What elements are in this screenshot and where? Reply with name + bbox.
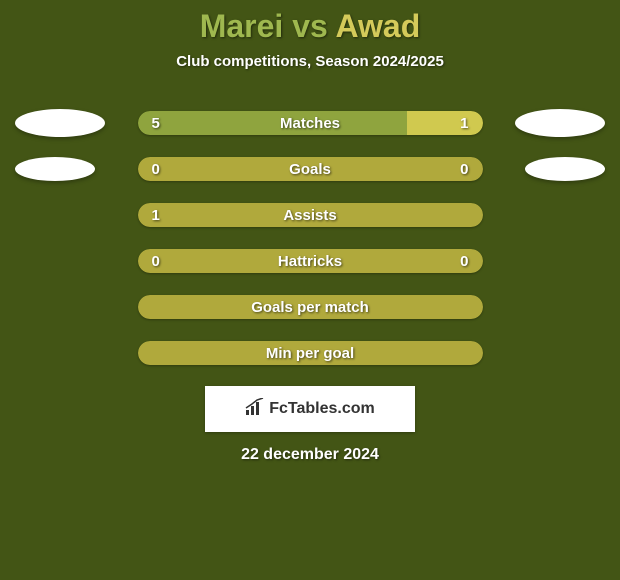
stat-row: 0Goals0	[0, 146, 620, 192]
stat-bar: Min per goal	[138, 341, 483, 365]
stat-row: 1Assists	[0, 192, 620, 238]
stat-row: 0Hattricks0	[0, 238, 620, 284]
stat-row: 5Matches1	[0, 100, 620, 146]
stat-label: Hattricks	[138, 253, 483, 270]
comparison-title: Marei vs Awad	[0, 8, 620, 45]
player1-name: Marei	[200, 8, 284, 44]
stat-bar: 0Goals0	[138, 157, 483, 181]
stat-label: Goals per match	[138, 299, 483, 316]
logo-text: FcTables.com	[245, 398, 375, 421]
player1-badge	[15, 109, 105, 137]
stat-label: Min per goal	[138, 345, 483, 362]
stat-bar: 0Hattricks0	[138, 249, 483, 273]
stat-label: Assists	[138, 207, 483, 224]
stat-value-right: 0	[460, 253, 468, 270]
stat-label: Goals	[138, 161, 483, 178]
stat-bar: Goals per match	[138, 295, 483, 319]
stat-bar: 5Matches1	[138, 111, 483, 135]
player1-badge	[15, 157, 95, 181]
vs-text: vs	[292, 8, 328, 44]
player2-badge	[515, 109, 605, 137]
stat-bar: 1Assists	[138, 203, 483, 227]
logo-box: FcTables.com	[205, 386, 415, 432]
chart-icon	[245, 398, 265, 421]
player2-badge	[525, 157, 605, 181]
stat-value-right: 1	[460, 115, 468, 132]
stat-row: Goals per match	[0, 284, 620, 330]
stat-label: Matches	[138, 115, 483, 132]
date-label: 22 december 2024	[0, 446, 620, 464]
player2-name: Awad	[336, 8, 421, 44]
stats-area: 5Matches10Goals01Assists0Hattricks0Goals…	[0, 100, 620, 376]
stat-value-right: 0	[460, 161, 468, 178]
stat-row: Min per goal	[0, 330, 620, 376]
subtitle: Club competitions, Season 2024/2025	[0, 53, 620, 70]
